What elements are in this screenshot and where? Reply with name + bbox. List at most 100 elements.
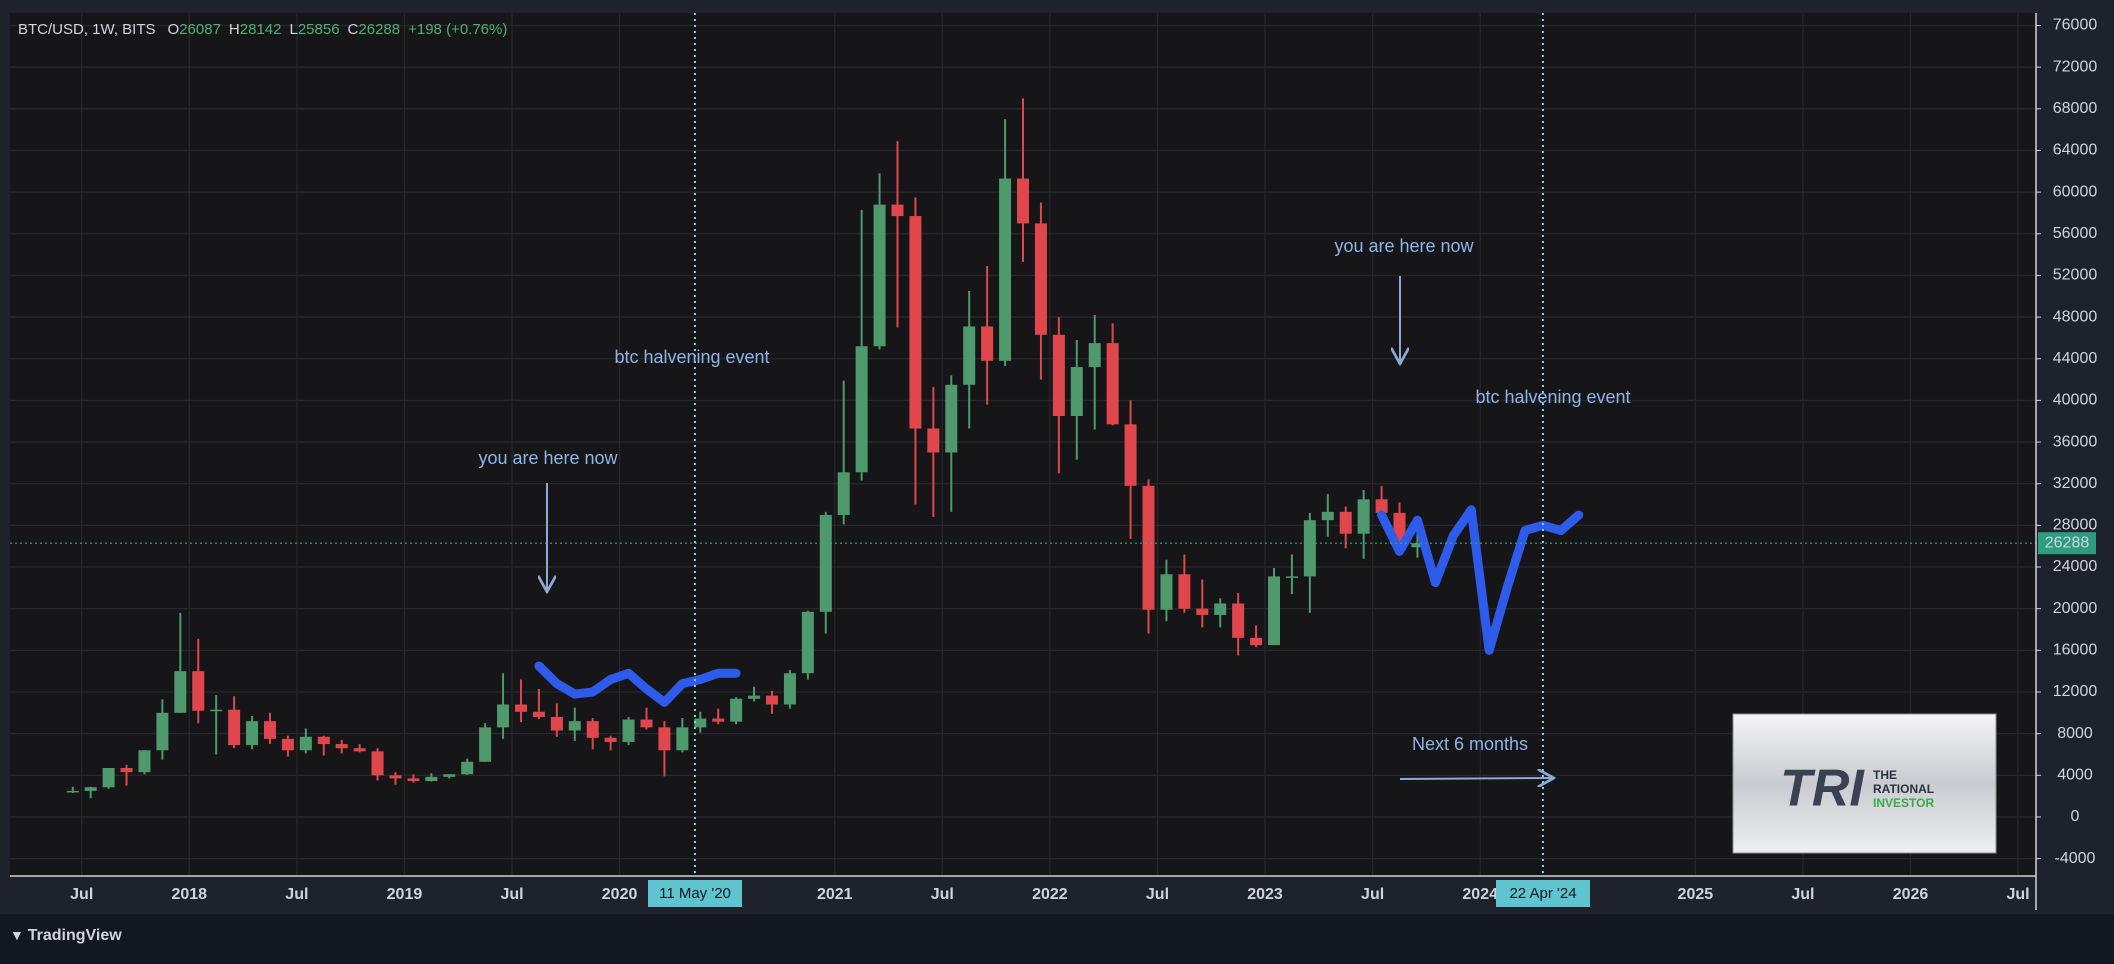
annotation: btc halvening event (614, 347, 769, 367)
candle-body (1088, 343, 1101, 368)
candle-body (855, 346, 868, 473)
x-tick-label: 2019 (387, 886, 423, 903)
candle-body (353, 748, 366, 752)
candle-body (192, 671, 205, 711)
candle-body (120, 768, 133, 773)
y-tick-label: 68000 (2053, 100, 2098, 117)
candle-body (748, 695, 761, 699)
candle-body (730, 698, 743, 722)
candle-body (66, 790, 79, 793)
candle-body (1250, 637, 1263, 646)
candle-body (640, 719, 653, 728)
projection-line (534, 661, 741, 707)
candle-body (246, 721, 259, 746)
y-tick-label: 36000 (2053, 433, 2098, 450)
candle-body (407, 778, 420, 782)
candle-body (1375, 499, 1388, 513)
arrow (1399, 778, 1552, 779)
candle-body (1357, 499, 1370, 534)
brand[interactable]: ▼ TradingView (10, 927, 122, 945)
y-tick-label: 72000 (2053, 58, 2098, 75)
legend-key: L (289, 21, 297, 38)
candle-body (837, 472, 850, 515)
x-tick-label: Jul (500, 886, 523, 903)
candle-body (1160, 574, 1173, 610)
x-tick-label: Jul (2007, 886, 2030, 903)
candle-body (228, 709, 241, 746)
y-tick-label: 56000 (2053, 225, 2098, 242)
annotation: Next 6 months (1412, 734, 1528, 754)
y-tick-label: 0 (2071, 808, 2080, 825)
y-tick-label: 28000 (2053, 517, 2098, 534)
candle-body (1106, 343, 1119, 425)
annotation: you are here now (1334, 236, 1474, 256)
candle-body (371, 751, 384, 776)
logo: TRI THE RATIONAL INVESTOR (1732, 713, 1997, 854)
candle-body (999, 178, 1012, 361)
halving-date: 22 Apr '24 (1509, 885, 1576, 902)
candle-body (1214, 603, 1227, 615)
candle-body (1070, 367, 1083, 417)
candle-body (550, 716, 563, 731)
x-tick-label: Jul (931, 886, 954, 903)
candle-body (443, 774, 456, 777)
legend-key: C (348, 21, 359, 38)
y-tick-label: 44000 (2053, 350, 2098, 367)
x-tick-label: Jul (285, 886, 308, 903)
candle-body (622, 719, 635, 742)
candle-body (317, 736, 330, 745)
x-tick-label: 2021 (817, 886, 853, 903)
candle-body (497, 704, 510, 728)
candle-body (156, 712, 169, 751)
candle-body (1178, 574, 1191, 609)
projection-line (1377, 505, 1584, 655)
legend-value: 26288 (358, 21, 400, 38)
legend-change: +198 (+0.76%) (408, 21, 507, 38)
candle-body (389, 775, 402, 779)
legend-value: 25856 (298, 21, 340, 38)
candle-body (1124, 424, 1137, 486)
logo-text: THE (1873, 768, 1897, 782)
x-tick-label: 2023 (1247, 886, 1283, 903)
candle-body (1321, 511, 1334, 521)
candle-body (102, 768, 115, 788)
halving-date-badge (648, 880, 742, 907)
y-tick-label: 60000 (2053, 183, 2098, 200)
y-tick-label: 20000 (2053, 600, 2098, 617)
x-tick-label: Jul (1146, 886, 1169, 903)
legend-key: H (229, 21, 240, 38)
annotation: you are here now (478, 448, 618, 468)
candle-body (210, 709, 223, 712)
y-tick-label: 8000 (2057, 725, 2093, 742)
logo-mark: TRI (1780, 760, 1865, 818)
y-tick-label: 24000 (2053, 558, 2098, 575)
y-tick-label: -4000 (2055, 850, 2096, 867)
logo-box (1732, 713, 1997, 854)
logo-text: INVESTOR (1873, 796, 1934, 810)
candle-body (891, 204, 904, 217)
candle-body (873, 204, 886, 347)
candle-body (658, 727, 671, 751)
candle-body (532, 711, 545, 717)
x-tick-label: 2022 (1032, 886, 1068, 903)
x-tick-label: Jul (1361, 886, 1384, 903)
candle-body (676, 727, 689, 751)
footer (0, 914, 2114, 964)
y-tick-label: 64000 (2053, 142, 2098, 159)
candle-body (963, 326, 976, 385)
y-tick-label: 40000 (2053, 392, 2098, 409)
candle-body (263, 721, 276, 739)
brand-name[interactable]: TradingView (28, 927, 123, 944)
candle-body (1285, 576, 1298, 578)
candle-body (1411, 543, 1424, 548)
candle-body (1052, 334, 1065, 417)
x-tick-label: Jul (1791, 886, 1814, 903)
legend-value: 26087 (179, 21, 221, 38)
candle-body (1303, 520, 1316, 577)
candle-body (586, 721, 599, 738)
candle-body (712, 718, 725, 722)
x-tick-label: 2024 (1462, 886, 1498, 903)
candle-body (945, 384, 958, 453)
